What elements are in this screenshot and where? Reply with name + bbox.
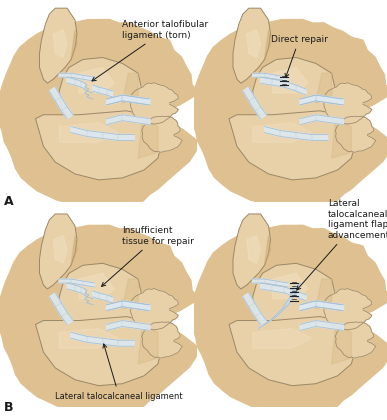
Polygon shape xyxy=(122,74,138,103)
Polygon shape xyxy=(106,320,150,331)
Polygon shape xyxy=(53,236,67,263)
Polygon shape xyxy=(253,328,312,348)
Polygon shape xyxy=(59,279,95,287)
Polygon shape xyxy=(233,8,271,83)
Polygon shape xyxy=(59,123,118,142)
Polygon shape xyxy=(324,289,372,330)
Polygon shape xyxy=(130,289,178,330)
Polygon shape xyxy=(71,236,77,265)
Polygon shape xyxy=(300,301,344,311)
Polygon shape xyxy=(243,87,267,119)
Polygon shape xyxy=(265,30,271,60)
Polygon shape xyxy=(324,83,372,124)
Polygon shape xyxy=(233,214,271,289)
Polygon shape xyxy=(138,119,158,158)
Polygon shape xyxy=(106,301,150,311)
Polygon shape xyxy=(265,236,271,265)
Polygon shape xyxy=(253,263,336,336)
Polygon shape xyxy=(300,115,344,125)
Polygon shape xyxy=(67,77,85,89)
Polygon shape xyxy=(0,225,200,417)
Polygon shape xyxy=(79,273,115,299)
Polygon shape xyxy=(272,67,308,93)
Text: A: A xyxy=(4,195,14,208)
Polygon shape xyxy=(229,317,355,386)
Polygon shape xyxy=(192,19,387,211)
Polygon shape xyxy=(300,320,344,331)
Polygon shape xyxy=(247,236,260,263)
Polygon shape xyxy=(253,279,288,287)
Polygon shape xyxy=(71,30,77,60)
Polygon shape xyxy=(71,332,134,346)
Text: L: L xyxy=(6,193,7,194)
Text: Lateral talocalcaneal ligament: Lateral talocalcaneal ligament xyxy=(55,344,183,401)
Polygon shape xyxy=(265,126,328,140)
Polygon shape xyxy=(138,325,158,364)
Text: B: B xyxy=(4,401,14,414)
Polygon shape xyxy=(59,58,142,131)
Polygon shape xyxy=(316,279,332,309)
Polygon shape xyxy=(67,283,85,295)
Polygon shape xyxy=(142,322,182,358)
Polygon shape xyxy=(260,77,306,95)
Polygon shape xyxy=(192,225,387,417)
Polygon shape xyxy=(122,279,138,309)
Polygon shape xyxy=(300,95,342,105)
Polygon shape xyxy=(36,317,162,386)
Polygon shape xyxy=(79,67,115,93)
Polygon shape xyxy=(59,328,118,348)
Text: Insufficient
tissue for repair: Insufficient tissue for repair xyxy=(101,226,194,286)
Text: Direct repair: Direct repair xyxy=(271,35,328,78)
Polygon shape xyxy=(335,116,376,152)
Text: Anterior talofibular
ligament (torn): Anterior talofibular ligament (torn) xyxy=(92,20,209,81)
Text: Lateral
talocalcaneal
ligament flap
advancement: Lateral talocalcaneal ligament flap adva… xyxy=(297,200,387,290)
Polygon shape xyxy=(335,322,376,358)
Polygon shape xyxy=(50,87,73,119)
Polygon shape xyxy=(53,30,67,58)
Polygon shape xyxy=(93,85,113,97)
Polygon shape xyxy=(130,83,178,124)
Polygon shape xyxy=(229,111,355,180)
Polygon shape xyxy=(59,263,142,336)
Polygon shape xyxy=(142,116,182,152)
Polygon shape xyxy=(253,123,312,142)
Polygon shape xyxy=(106,95,150,105)
Polygon shape xyxy=(300,301,342,311)
Polygon shape xyxy=(39,214,77,289)
Polygon shape xyxy=(332,325,351,364)
Polygon shape xyxy=(272,273,308,299)
Polygon shape xyxy=(106,115,150,125)
Polygon shape xyxy=(316,74,332,103)
Polygon shape xyxy=(93,291,113,303)
Polygon shape xyxy=(106,301,148,311)
Polygon shape xyxy=(59,74,95,81)
Polygon shape xyxy=(332,119,351,158)
Polygon shape xyxy=(50,293,73,325)
Polygon shape xyxy=(39,8,77,83)
Polygon shape xyxy=(260,283,306,301)
Polygon shape xyxy=(243,293,267,325)
Polygon shape xyxy=(0,19,200,211)
Polygon shape xyxy=(71,126,134,140)
Polygon shape xyxy=(247,30,260,58)
Polygon shape xyxy=(106,95,148,105)
Polygon shape xyxy=(259,283,300,328)
Polygon shape xyxy=(253,74,288,81)
Polygon shape xyxy=(253,58,336,131)
Polygon shape xyxy=(300,95,344,105)
Polygon shape xyxy=(36,111,162,180)
